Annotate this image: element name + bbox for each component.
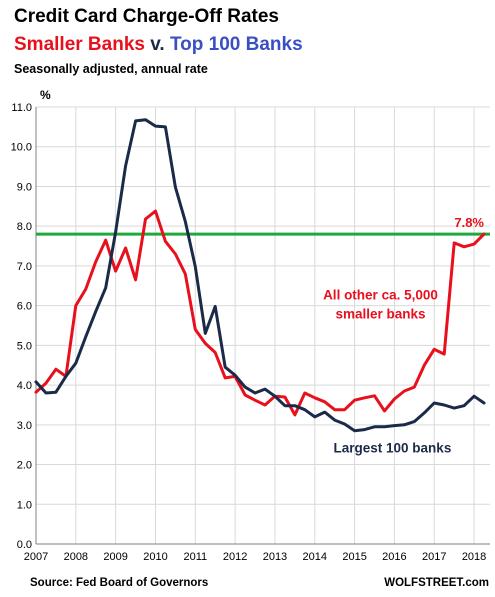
chart-title: Credit Card Charge-Off Rates xyxy=(14,6,279,27)
series-group xyxy=(34,118,486,433)
x-tick-label: 2012 xyxy=(223,551,247,563)
x-tick-label: 2015 xyxy=(342,551,366,563)
y-tick-label: 5.0 xyxy=(17,340,32,352)
y-tick-label: 7.0 xyxy=(17,261,32,273)
x-tick-label: 2010 xyxy=(143,551,167,563)
x-tick-label: 2016 xyxy=(382,551,406,563)
x-tick-label: 2017 xyxy=(422,551,446,563)
x-tick-label: 2008 xyxy=(64,551,88,563)
y-tick-label: 11.0 xyxy=(11,102,32,114)
y-tick-label: 6.0 xyxy=(17,301,32,313)
series-top100-banks-line xyxy=(34,118,486,433)
axes: 0.0 1.0 2.0 3.0 4.0 5.0 6.0 7.0 8.0 9.0 10.0 11.0 20… xyxy=(11,88,490,563)
annotation-top100-banks: Largest 100 banks xyxy=(334,441,452,456)
y-axis-unit-label: % xyxy=(40,88,51,102)
annotations: All other ca. 5,000 smaller banks Largest … xyxy=(323,288,451,456)
x-tick-label: 2007 xyxy=(24,551,48,563)
reference-line-label: 7.8% xyxy=(454,215,484,230)
grid xyxy=(35,106,490,545)
y-tick-label: 10.0 xyxy=(11,142,32,154)
y-tick-label: 8.0 xyxy=(17,221,32,233)
subtitle-top100-banks: Top 100 Banks xyxy=(169,34,303,55)
subtitle-smaller-banks: Smaller Banks xyxy=(14,34,145,55)
chart-subtitle: Smaller Banks v. Top 100 Banks xyxy=(14,34,303,56)
y-tick-label: 3.0 xyxy=(17,420,32,432)
y-tick-label: 1.0 xyxy=(17,499,32,511)
x-tick-label: 2018 xyxy=(462,551,486,563)
reference-line-group: 7.8% xyxy=(36,215,490,236)
x-tick-label: 2009 xyxy=(103,551,127,563)
chart-note: Seasonally adjusted, annual rate xyxy=(14,62,208,76)
y-tick-label: 2.0 xyxy=(17,460,32,472)
annotation-smaller-banks: smaller banks xyxy=(335,307,425,322)
subtitle-versus: v. xyxy=(144,34,170,55)
y-tick-label: 4.0 xyxy=(17,380,32,392)
x-tick-label: 2013 xyxy=(263,551,287,563)
annotation-smaller-banks: All other ca. 5,000 xyxy=(323,288,438,303)
source-note: Source: Fed Board of Governors xyxy=(30,577,209,589)
brand-credit: WOLFSTREET.com xyxy=(384,577,489,589)
x-tick-label: 2011 xyxy=(183,551,207,563)
y-tick-label: 9.0 xyxy=(17,181,32,193)
y-tick-label: 0.0 xyxy=(17,539,32,551)
x-tick-label: 2014 xyxy=(303,551,327,563)
